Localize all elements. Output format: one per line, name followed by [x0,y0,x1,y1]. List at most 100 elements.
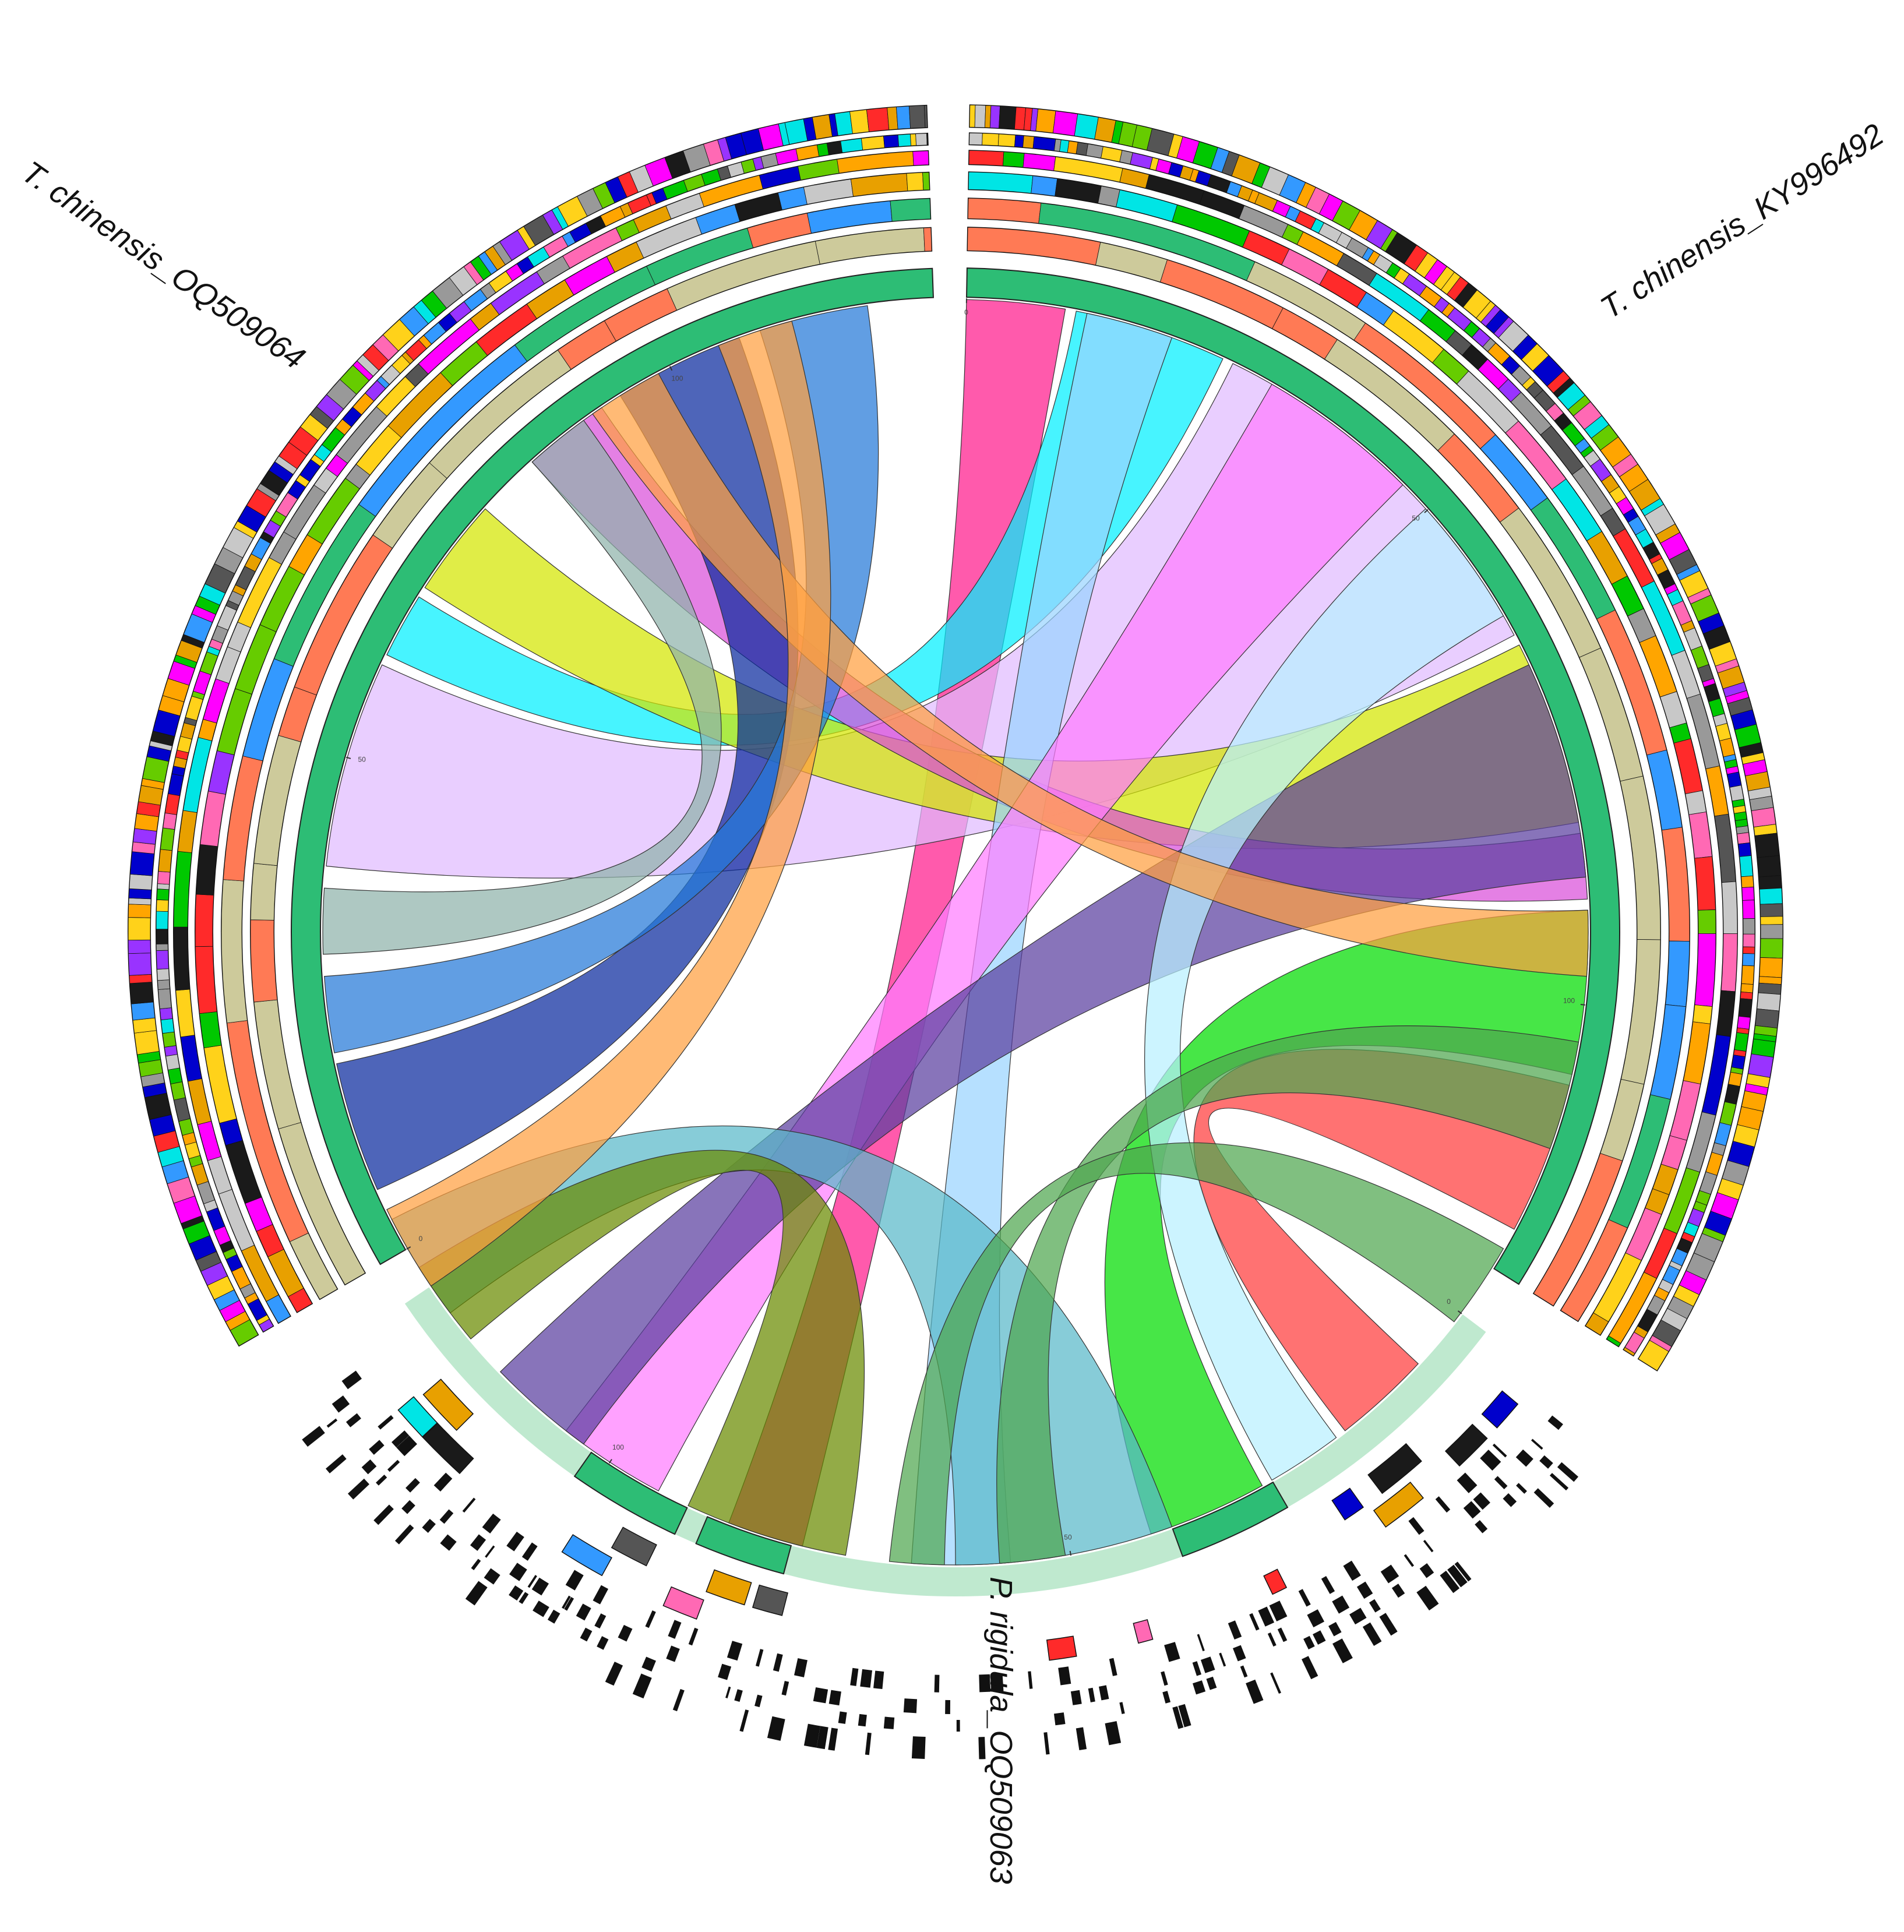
track-g2-ring-4-feature [1516,1483,1527,1494]
track-g2-ring-4-feature [376,1474,387,1486]
track-g2-ring-2-feature [1343,1560,1361,1581]
track-g2-ring-5-feature [1172,1706,1184,1729]
track-g3-ring-4-block [883,135,900,148]
track-g1-ring-4-block [1022,135,1035,149]
track-g3-ring-3-block [197,1120,221,1161]
track-g2-ring-4-feature [1053,1712,1066,1726]
ideogram-g2-covered-3 [573,1451,688,1535]
track-g1-ring-5-block [1755,1009,1779,1029]
track-g1-ring-5-block [1751,807,1776,828]
track-g2-ring-1-block [397,1396,438,1438]
track-g2-ring-5-feature [394,1524,414,1545]
track-g1-ring-4-block [1014,135,1024,148]
track-g3-ring-4-block [156,889,170,901]
track-g3-ring-4-block [775,149,799,165]
track-g2-ring-1-block [1373,1482,1424,1528]
track-g2-ring-0-block [611,1526,657,1567]
track-g1-ring-1-block [1560,1219,1628,1322]
track-g3-ring-2-block [906,172,924,192]
track-g2-ring-5-feature [1332,1638,1353,1663]
track-g3-ring-0-block [923,227,932,252]
track-g2-ring-2-feature [688,1627,699,1646]
track-g2-ring-5-feature [803,1723,821,1748]
synteny-ribbon-10 [499,664,1586,1445]
track-g1-ring-3-block [968,150,1004,166]
track-g2-ring-3-feature [387,1459,400,1472]
tick-g3-1 [345,756,351,759]
tick-label-g2-2: 100 [612,1443,624,1451]
track-g1-ring-0-block [1533,1152,1623,1306]
track-g1-ring-5-block [1760,938,1783,959]
track-g1-ring-4-block [1738,842,1752,857]
track-g2-ring-3-feature [594,1613,607,1629]
track-g1-ring-3-block [1119,168,1150,189]
track-g1-ring-5-block [1754,833,1780,858]
track-g3-ring-4-block [157,979,170,990]
synteny-ribbon-20 [386,320,831,1287]
track-g1-ring-2-block [1685,790,1707,815]
track-g1-ring-5-block [1757,992,1781,1011]
track-g2-ring-1-block [1046,1635,1077,1661]
track-g3-ring-5-block [132,1017,157,1034]
track-g2-ring-4-feature [1419,1563,1434,1578]
genome-label-t-chinensis-ky996492: T. chinensis_KY996492 [1595,117,1890,326]
track-g3-ring-2-block [695,204,741,235]
tick-g3-2 [669,366,673,371]
track-g3-ring-4-block [861,136,885,150]
track-g3-ring-5-block [129,873,153,890]
track-g3-ring-4-block [163,812,177,830]
track-g3-ring-4-block [157,871,171,885]
track-g1-ring-4-block [1032,136,1056,151]
track-g1-ring-4-block [1743,918,1755,935]
track-g1-ring-5-block [974,104,986,128]
track-g3-ring-4-block [795,144,820,161]
track-g2-ring-2-feature [462,1497,476,1513]
track-g3-ring-1-block [221,879,248,1024]
track-g2-ring-1-block [1263,1568,1288,1595]
track-g1-ring-5-block [969,104,976,128]
track-g3-ring-5-block [144,1092,172,1120]
track-g1-ring-0-block [1095,242,1168,283]
track-g1-ring-2-block [1688,812,1712,859]
track-g3-ring-4-block [897,133,911,147]
track-g2-ring-5-feature [347,1478,369,1500]
track-g2-ring-5-feature [911,1736,926,1760]
track-g2-ring-4-feature [547,1609,560,1624]
track-g1-ring-4-block [1719,1101,1737,1126]
track-g2-ring-4-feature [1369,1599,1381,1613]
track-g2-ring-5-feature [1362,1622,1382,1647]
synteny-ribbons [322,299,1589,1566]
track-g3-ring-5-block [130,851,155,876]
track-g1-ring-0-block [1620,775,1661,940]
track-g2-ring-2-feature [979,1674,991,1693]
track-g3-ring-4-block [826,140,843,156]
track-g2-ring-5-feature [1454,1561,1472,1582]
track-g1-ring-4-block [1740,983,1754,993]
track-g2-ring-5-feature [767,1716,785,1741]
track-g1-ring-3-block [1714,813,1736,883]
track-g2-ring-1-block [1444,1423,1488,1467]
track-g2-ring-3-feature [1332,1595,1350,1614]
track-g2-ring-5-feature [465,1581,488,1606]
track-g3-ring-2-block [606,242,644,273]
track-g3-ring-3-block [837,151,914,174]
track-g1-ring-4-block [1727,771,1742,788]
track-g1-ring-4-block [1741,965,1755,985]
track-g2-ring-4-feature [1119,1702,1125,1714]
track-g1-ring-4-block [1729,785,1744,802]
track-g2-ring-4-feature [519,1592,529,1605]
track-g2-ring-5-feature [816,1726,828,1750]
track-g1-ring-2-block [1585,1312,1609,1336]
track-g3-ring-0-block [250,919,278,1003]
track-g2-ring-2-feature [755,1649,764,1667]
track-g2-ring-5-feature [1178,1704,1191,1727]
track-g2-ring-5-feature [1246,1679,1264,1704]
tick-g1-1 [1424,509,1429,513]
track-g1-ring-4-block [1741,875,1754,888]
track-g3-ring-3-block [188,1078,212,1125]
track-g2-ring-2-feature [990,1673,1004,1692]
track-g3-ring-5-block [129,982,154,1004]
track-g2-ring-0-block [752,1584,788,1616]
track-g2-ring-2-feature [1249,1613,1260,1631]
